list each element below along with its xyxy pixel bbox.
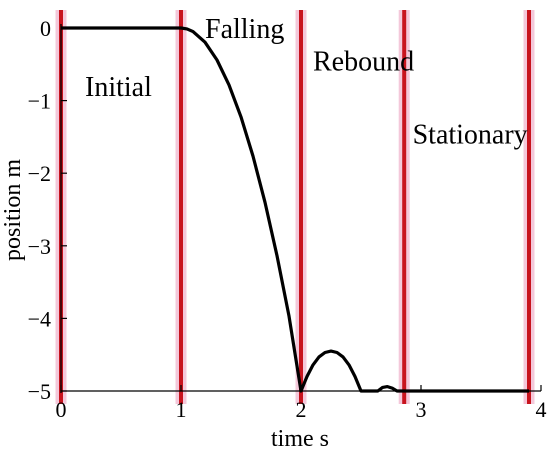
y-tick-label: −1: [28, 89, 51, 114]
y-tick-label: 0: [40, 16, 51, 41]
x-tick-label: 1: [176, 397, 187, 422]
annotation-falling: Falling: [205, 14, 284, 45]
tick-labels: 0 1 2 3 4 0 −1 −2 −3 −4 −5: [28, 16, 547, 422]
y-tick-label: −2: [28, 161, 51, 186]
x-tick-label: 2: [296, 397, 307, 422]
y-axis-label: position m: [0, 159, 26, 261]
position-series-line: [61, 26, 529, 393]
annotation-initial: Initial: [85, 72, 152, 103]
phase-lines: [55, 10, 535, 404]
x-axis-label: time s: [271, 426, 329, 452]
annotations: Initial Falling Rebound Stationary: [85, 14, 528, 150]
annotation-stationary: Stationary: [413, 119, 528, 150]
x-tick-label: 4: [536, 397, 547, 422]
y-tick-label: −4: [28, 306, 51, 331]
x-tick-label: 0: [56, 397, 67, 422]
annotation-rebound: Rebound: [313, 47, 414, 78]
y-tick-label: −5: [28, 379, 51, 404]
y-tick-label: −3: [28, 234, 51, 259]
x-tick-label: 3: [416, 397, 427, 422]
